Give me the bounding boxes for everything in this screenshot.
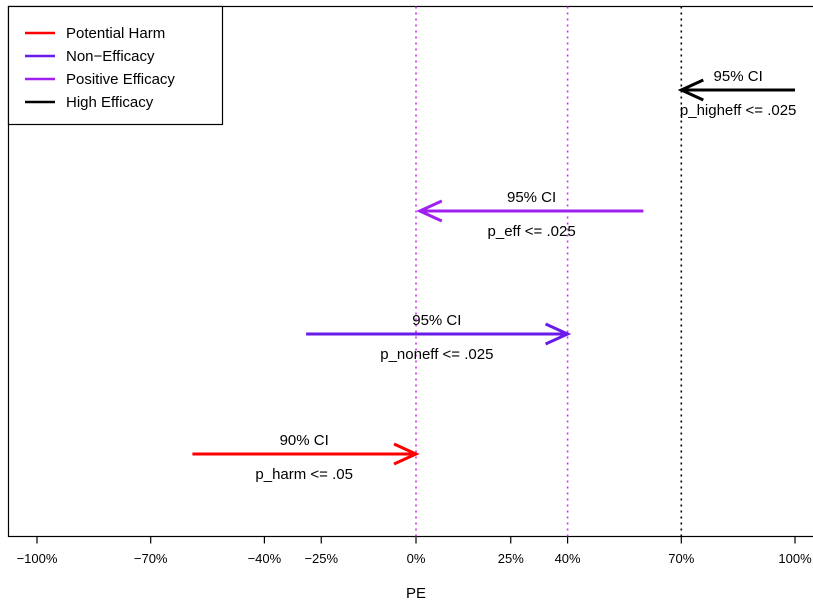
arrow-head: [677, 78, 704, 102]
ci-arrow-2: [416, 199, 644, 223]
x-tick-label-1: −70%: [134, 551, 168, 566]
arrow-head: [416, 199, 443, 223]
x-tick-label-3: −25%: [304, 551, 338, 566]
x-axis-title: PE: [406, 585, 426, 602]
reference-lines: [415, 6, 683, 537]
ci-arrow-1: [306, 322, 572, 346]
p-label-3: p_higheff <= .025: [680, 102, 797, 119]
x-tick-label-6: 40%: [555, 551, 581, 566]
x-tick-label-2: −40%: [248, 551, 282, 566]
arrow-head: [544, 322, 572, 346]
ci-arrow-3: [677, 78, 795, 102]
legend-label-2: Positive Efficacy: [66, 71, 175, 88]
arrow-head: [393, 442, 420, 466]
legend-label-0: Potential Harm: [66, 25, 165, 42]
x-tick-label-7: 70%: [668, 551, 694, 566]
ci-label-1: 95% CI: [412, 312, 461, 329]
ci-labels: 90% CI p_harm <= .05 95% CI p_noneff <= .02…: [255, 68, 796, 483]
p-label-2: p_eff <= .025: [488, 223, 576, 240]
plot-frame: [7, 5, 813, 538]
legend-box: [7, 5, 224, 126]
ci-label-2: 95% CI: [507, 189, 556, 206]
x-axis: −100% −70% −40% −25% 0% 25% 40% 70% 100%: [17, 536, 812, 566]
ci-arrow-0: [192, 442, 420, 466]
legend: Potential Harm Non−Efficacy Positive Effic…: [7, 5, 224, 126]
x-tick-label-4: 0%: [407, 551, 426, 566]
legend-label-1: Non−Efficacy: [66, 48, 155, 65]
legend-label-3: High Efficacy: [66, 94, 154, 111]
ci-label-3: 95% CI: [714, 68, 763, 85]
p-label-1: p_noneff <= .025: [380, 346, 493, 363]
x-tick-label-8: 100%: [778, 551, 812, 566]
x-tick-label-5: 25%: [498, 551, 524, 566]
ci-arrows: [192, 78, 795, 466]
x-tick-label-0: −100%: [17, 551, 58, 566]
ci-label-0: 90% CI: [280, 432, 329, 449]
p-label-0: p_harm <= .05: [255, 466, 353, 483]
